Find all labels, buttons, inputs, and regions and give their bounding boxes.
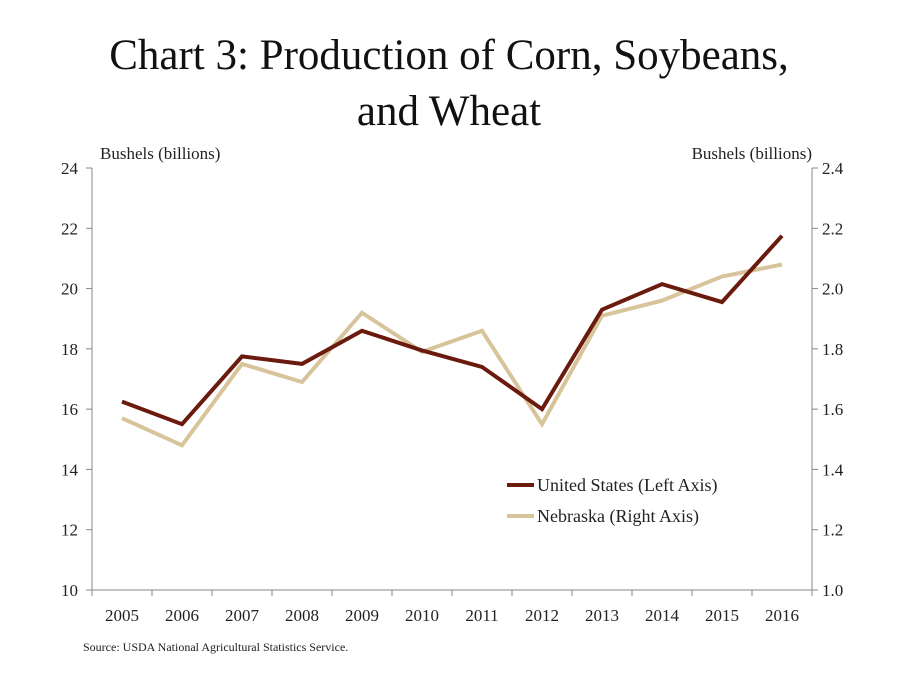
x-tick-label: 2006 xyxy=(165,606,199,625)
left-tick-label: 14 xyxy=(61,460,79,479)
chart-title-line1: Chart 3: Production of Corn, Soybeans, xyxy=(109,32,789,79)
legend-label-united-states: United States (Left Axis) xyxy=(537,475,717,496)
x-tick-label: 2005 xyxy=(105,606,139,625)
right-tick-label: 1.8 xyxy=(822,340,843,359)
x-tick-label: 2014 xyxy=(645,606,680,625)
right-tick-label: 2.0 xyxy=(822,280,843,299)
series-line-united-states xyxy=(121,234,784,427)
x-tick-label: 2008 xyxy=(285,606,319,625)
right-tick-label: 2.4 xyxy=(822,159,844,178)
right-tick-label: 2.2 xyxy=(822,219,843,238)
left-axis-label: Bushels (billions) xyxy=(100,144,220,163)
chart-title: Chart 3: Production of Corn, Soybeans, a… xyxy=(0,28,898,140)
chart-axes: 10 1.0 12 1.2 14 1.4 16 1.6 18 1.8 20 2.0 22 2.2 24 2.4… xyxy=(61,144,844,625)
left-tick-label: 22 xyxy=(61,219,78,238)
right-axis-label: Bushels (billions) xyxy=(692,144,812,163)
chart-title-line2: and Wheat xyxy=(356,88,542,135)
x-tick-label: 2011 xyxy=(465,606,498,625)
x-tick-label: 2009 xyxy=(345,606,379,625)
left-tick-label: 18 xyxy=(61,340,78,359)
right-tick-label: 1.2 xyxy=(822,521,843,540)
legend-label-nebraska: Nebraska (Right Axis) xyxy=(537,506,699,527)
left-tick-label: 24 xyxy=(61,159,79,178)
chart-legend: United States (Left Axis) Nebraska (Right… xyxy=(507,475,717,527)
left-tick-label: 16 xyxy=(61,400,78,419)
x-tick-label: 2012 xyxy=(525,606,559,625)
x-tick-label: 2016 xyxy=(765,606,799,625)
left-tick-label: 10 xyxy=(61,581,78,600)
x-tick-label: 2015 xyxy=(705,606,739,625)
x-tick-label: 2007 xyxy=(225,606,260,625)
x-tick-label: 2013 xyxy=(585,606,619,625)
right-tick-label: 1.4 xyxy=(822,460,844,479)
left-tick-label: 12 xyxy=(61,521,78,540)
chart-series xyxy=(121,234,784,448)
x-tick-label: 2010 xyxy=(405,606,439,625)
right-tick-label: 1.0 xyxy=(822,581,843,600)
right-tick-label: 1.6 xyxy=(822,400,843,419)
source-note: Source: USDA National Agricultural Stati… xyxy=(83,640,349,654)
series-line-nebraska xyxy=(121,262,783,448)
left-tick-label: 20 xyxy=(61,280,78,299)
